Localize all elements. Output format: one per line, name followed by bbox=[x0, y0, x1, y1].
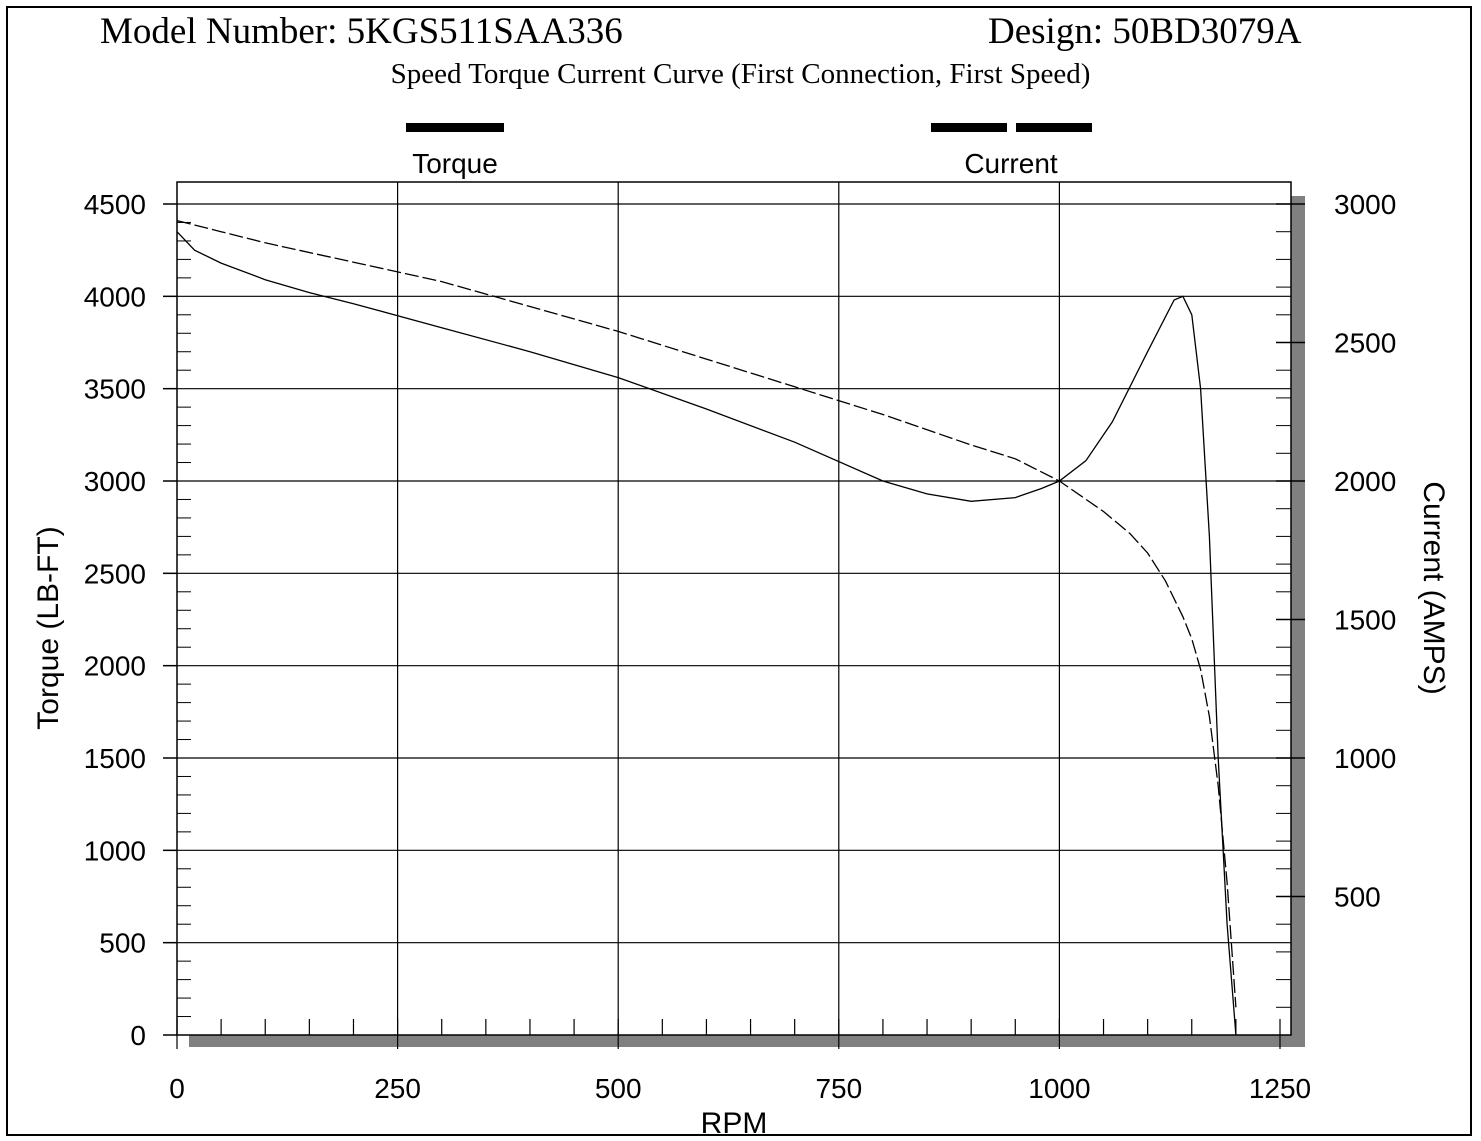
plot-area bbox=[177, 182, 1291, 1035]
legend-current-swatch-2 bbox=[1016, 123, 1092, 132]
model-number-title: Model Number: 5KGS511SAA336 bbox=[100, 11, 623, 52]
plot-border bbox=[176, 181, 1292, 1036]
y-tick-label: 4500 bbox=[84, 189, 146, 220]
legend-torque-swatch bbox=[406, 123, 504, 132]
y-tick-label: 2500 bbox=[84, 558, 146, 589]
x-axis-label: RPM bbox=[701, 1107, 768, 1140]
y-tick-label: 1500 bbox=[84, 743, 146, 774]
y-tick-label: 0 bbox=[130, 1020, 146, 1051]
y2-tick-label: 2000 bbox=[1334, 466, 1396, 497]
x-tick-label: 1000 bbox=[1028, 1073, 1090, 1104]
y-tick-label: 3000 bbox=[84, 466, 146, 497]
x-tick-label: 250 bbox=[374, 1073, 421, 1104]
plot-shadow-bottom bbox=[189, 1035, 1305, 1047]
y-tick-label: 500 bbox=[99, 928, 146, 959]
y2-axis-label: Current (AMPS) bbox=[1417, 481, 1450, 694]
y-tick-label: 2000 bbox=[84, 651, 146, 682]
y-tick-label: 4000 bbox=[84, 281, 146, 312]
legend-current-label: Current bbox=[964, 148, 1058, 179]
x-tick-label: 750 bbox=[815, 1073, 862, 1104]
legend: Torque Current bbox=[406, 123, 1092, 179]
x-tick-label: 0 bbox=[169, 1073, 185, 1104]
x-tick-label: 1250 bbox=[1249, 1073, 1311, 1104]
y-axis-label: Torque (LB-FT) bbox=[32, 526, 65, 729]
plot-shadow-right bbox=[1291, 196, 1305, 1047]
design-number-title: Design: 50BD3079A bbox=[988, 11, 1302, 52]
y2-tick-label: 500 bbox=[1334, 882, 1381, 913]
x-tick-label: 500 bbox=[595, 1073, 642, 1104]
legend-torque-label: Torque bbox=[412, 148, 498, 179]
y-tick-label: 1000 bbox=[84, 835, 146, 866]
chart-subtitle: Speed Torque Current Curve (First Connec… bbox=[390, 58, 1091, 90]
ticks bbox=[163, 203, 1305, 1049]
tick-labels: 0 250 500 750 1000 1250 0 500 1000 1500 2000 2500 30… bbox=[84, 189, 1397, 1104]
grid bbox=[177, 182, 1291, 1035]
y2-tick-label: 2500 bbox=[1334, 328, 1396, 359]
y-tick-label: 3500 bbox=[84, 374, 146, 405]
series-line-torque bbox=[176, 231, 1237, 1036]
y2-tick-label: 1000 bbox=[1334, 743, 1396, 774]
y2-tick-label: 3000 bbox=[1334, 189, 1396, 220]
chart-frame bbox=[6, 6, 1472, 1136]
series-line-current bbox=[176, 219, 1237, 1008]
legend-current-swatch-1 bbox=[931, 123, 1007, 132]
y2-tick-label: 1500 bbox=[1334, 605, 1396, 636]
series bbox=[176, 219, 1237, 1036]
